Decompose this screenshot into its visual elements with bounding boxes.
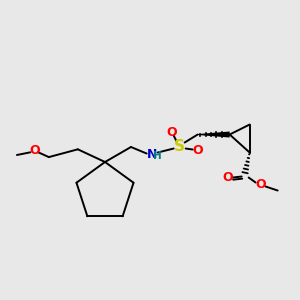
- Text: H: H: [153, 151, 162, 160]
- Text: O: O: [222, 171, 233, 184]
- Text: N: N: [146, 148, 157, 161]
- Text: O: O: [192, 144, 203, 157]
- Text: O: O: [166, 126, 177, 139]
- Text: O: O: [255, 178, 266, 191]
- Text: O: O: [29, 144, 40, 157]
- Text: S: S: [174, 139, 185, 154]
- Polygon shape: [198, 131, 230, 137]
